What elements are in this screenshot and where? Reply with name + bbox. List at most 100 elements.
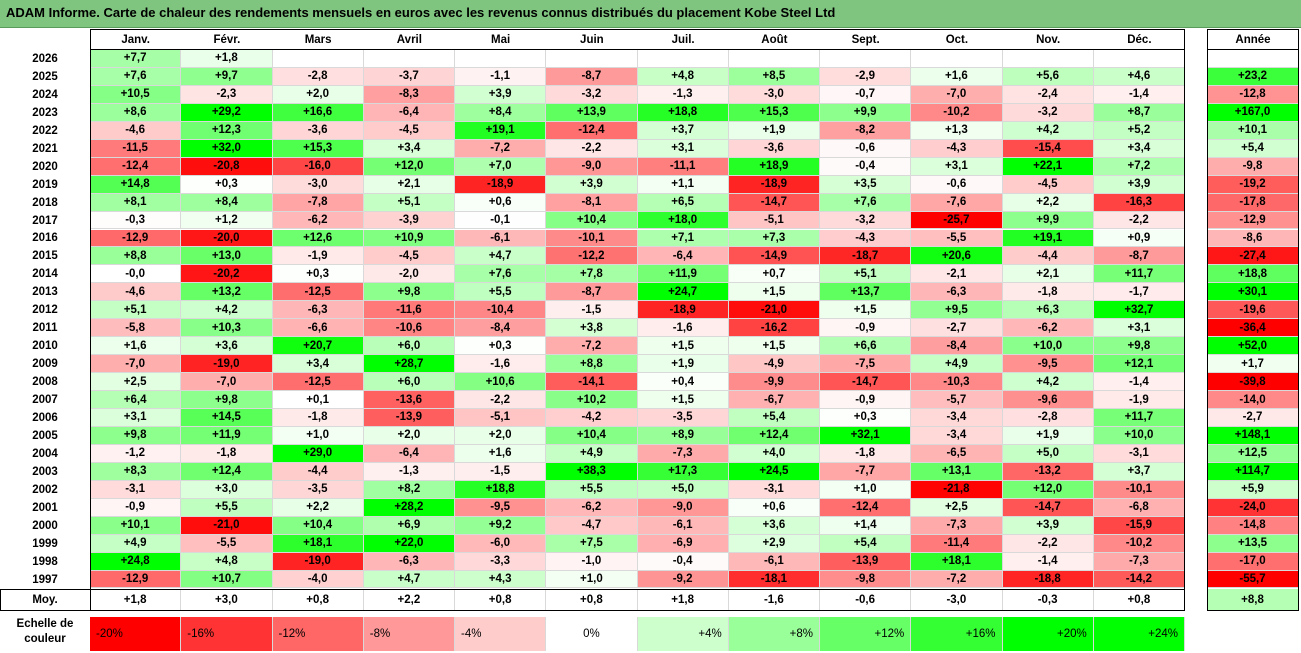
heatmap-cell: +2,2 [272, 498, 364, 517]
heatmap-cell: -4,3 [911, 139, 1003, 158]
heatmap-cell: -1,6 [637, 319, 729, 338]
heatmap-cell: -7,2 [455, 139, 547, 158]
heatmap-cell: +13,7 [820, 283, 912, 302]
heatmap-cell: -18,9 [455, 175, 547, 194]
heatmap-cell: -4,5 [363, 121, 455, 140]
heatmap-cell: +3,9 [455, 85, 547, 104]
heatmap-cell: -12,4 [820, 498, 912, 517]
row-year-label: 2006 [0, 409, 90, 427]
annual-cell: +23,2 [1207, 67, 1299, 86]
heatmap-cell [272, 50, 364, 68]
heatmap-cell: -7,5 [820, 355, 912, 374]
heatmap-cell: +3,7 [637, 121, 729, 140]
color-scale-swatch: 0% [546, 617, 638, 651]
heatmap-cell: -12,9 [90, 229, 182, 248]
heatmap-cell [911, 50, 1003, 68]
heatmap-cell: +22,0 [363, 534, 455, 553]
average-cell: -3,0 [911, 589, 1003, 611]
heatmap-cell: +38,3 [546, 462, 638, 481]
heatmap-cell: +18,8 [455, 480, 547, 499]
heatmap-cell: -6,2 [272, 211, 364, 230]
heatmap-cell: -4,6 [90, 283, 182, 302]
title-bar: ADAM Informe. Carte de chaleur des rende… [0, 0, 1301, 28]
month-header: Juil. [637, 29, 729, 50]
heatmap-cell: -1,0 [546, 552, 638, 571]
heatmap-cell: +12,6 [272, 229, 364, 248]
heatmap-cell: -8,3 [363, 85, 455, 104]
annual-cell: +12,5 [1207, 444, 1299, 463]
heatmap-cell: +4,8 [181, 552, 273, 571]
heatmap-cell: -6,7 [728, 391, 820, 409]
heatmap-cell: -1,4 [1002, 552, 1094, 571]
heatmap-cell: +1,8 [181, 50, 273, 68]
annual-cell: +52,0 [1207, 337, 1299, 356]
heatmap-cell: -0,6 [911, 175, 1003, 194]
heatmap-cell: -5,1 [728, 211, 820, 230]
heatmap-cell: -8,7 [1093, 247, 1185, 266]
heatmap-cell: -3,2 [820, 211, 912, 230]
row-year-label: 2000 [0, 516, 90, 535]
row-year-label: 1997 [0, 570, 90, 589]
heatmap-cell: +18,8 [637, 103, 729, 122]
heatmap-cell: +4,2 [1002, 373, 1094, 392]
heatmap-cell: -5,5 [911, 229, 1003, 248]
heatmap-cell: -8,7 [546, 283, 638, 302]
heatmap-cell: +5,0 [1002, 444, 1094, 463]
heatmap-cell: +7,1 [637, 229, 729, 248]
heatmap-cell: -10,3 [911, 373, 1003, 392]
row-year-label: 2025 [0, 67, 90, 86]
heatmap-cell: +4,7 [363, 570, 455, 589]
heatmap-cell: +9,2 [455, 516, 547, 535]
heatmap-cell: +2,2 [1002, 193, 1094, 212]
heatmap-cell: -4,9 [728, 355, 820, 374]
heatmap-cell: +2,5 [911, 498, 1003, 517]
heatmap-cell: -8,1 [546, 193, 638, 212]
row-year-label: 2015 [0, 247, 90, 266]
heatmap-cell: +24,5 [728, 462, 820, 481]
month-header: Janv. [90, 29, 182, 50]
average-cell: +2,2 [363, 589, 455, 611]
heatmap-cell: +4,2 [181, 301, 273, 320]
heatmap-cell: -14,9 [728, 247, 820, 266]
heatmap-cell: -8,2 [820, 121, 912, 140]
heatmap-cell: +18,0 [637, 211, 729, 230]
heatmap-cell: +18,1 [911, 552, 1003, 571]
heatmap-cell: +3,9 [1002, 516, 1094, 535]
annual-cell: -19,2 [1207, 175, 1299, 194]
heatmap-cell: +1,0 [546, 570, 638, 589]
heatmap-cell: -18,9 [637, 301, 729, 320]
annual-cell: -55,7 [1207, 570, 1299, 589]
heatmap-cell: +13,2 [181, 283, 273, 302]
heatmap-cell: +0,6 [728, 498, 820, 517]
color-scale-swatch: +20% [1002, 617, 1094, 651]
heatmap-cell: -13,9 [363, 409, 455, 427]
heatmap-cell: +7,6 [455, 265, 547, 284]
heatmap-cell: +10,6 [455, 373, 547, 392]
heatmap-cell: -1,1 [455, 67, 547, 86]
heatmap-cell: +8,3 [90, 462, 182, 481]
annual-cell: -24,0 [1207, 498, 1299, 517]
heatmap-cell: +8,9 [637, 426, 729, 445]
annual-cell: +18,8 [1207, 265, 1299, 284]
heatmap-cell: -13,9 [820, 552, 912, 571]
heatmap-cell: -3,6 [272, 121, 364, 140]
heatmap-cell: -4,7 [546, 516, 638, 535]
heatmap-cell: -3,1 [90, 480, 182, 499]
heatmap-cell: +11,9 [181, 426, 273, 445]
heatmap-cell: +8,6 [90, 103, 182, 122]
heatmap-cell: +1,5 [637, 391, 729, 409]
heatmap-cell: -20,2 [181, 265, 273, 284]
heatmap-cell: +12,1 [1093, 355, 1185, 374]
heatmap-cell: -2,8 [272, 67, 364, 86]
heatmap-cell: -2,2 [455, 391, 547, 409]
heatmap-cell: +5,5 [181, 498, 273, 517]
heatmap-cell: +28,7 [363, 355, 455, 374]
heatmap-cell: +3,7 [1093, 462, 1185, 481]
heatmap-cell: -9,5 [1002, 355, 1094, 374]
heatmap-cell: +4,0 [728, 444, 820, 463]
heatmap-cell: -1,8 [181, 444, 273, 463]
heatmap-cell: +5,6 [1002, 67, 1094, 86]
heatmap-cell: +11,7 [1093, 409, 1185, 427]
heatmap-cell: +3,5 [820, 175, 912, 194]
row-year-label: 2008 [0, 373, 90, 392]
